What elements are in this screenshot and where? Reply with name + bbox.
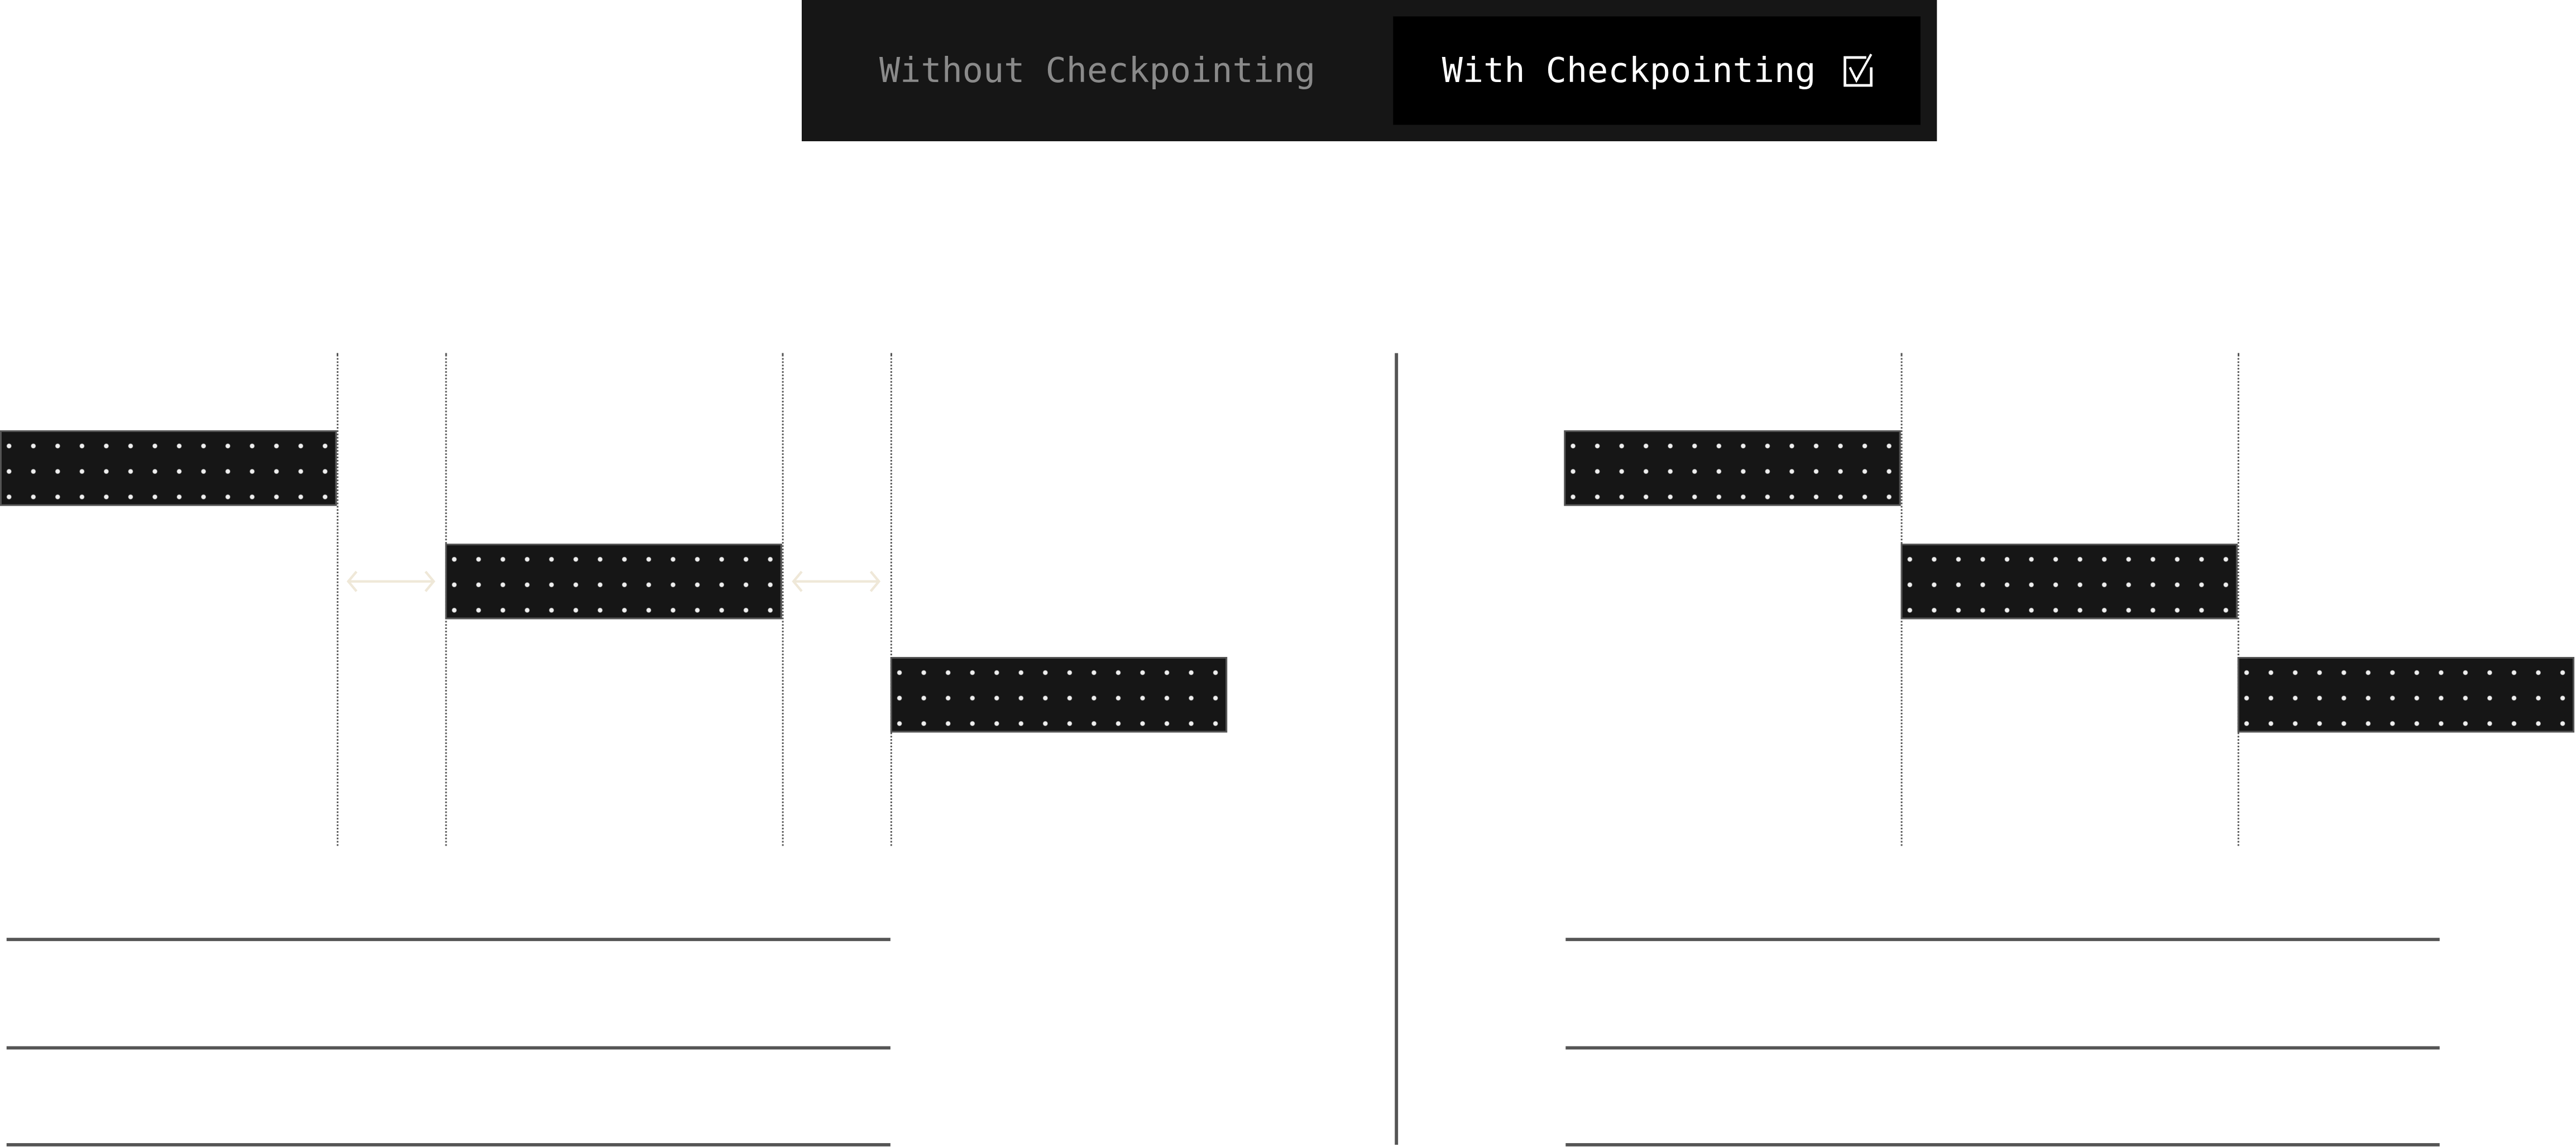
without-checkpointing-tab[interactable]: Without Checkpointing [818,16,1376,124]
gap-arrow-icon [346,570,435,592]
task-block [1900,544,2238,620]
task-block [2237,657,2575,733]
task-block [890,657,1228,733]
task-block [1564,430,1901,506]
timeline-line [1565,938,2440,940]
checkbox-checked-icon [1842,54,1873,87]
gap-arrow-icon [792,570,881,592]
timeline-line [1565,1143,2440,1146]
checkpointing-toggle: Without Checkpointing With Checkpointing [801,0,1937,142]
task-block [0,430,337,506]
task-block [445,544,782,620]
without-checkpointing-label: Without Checkpointing [879,51,1316,90]
panel-divider [1395,353,1397,1145]
timeline-line [6,1046,890,1049]
time-boundary-line [890,353,892,846]
with-checkpointing-tab[interactable]: With Checkpointing [1393,16,1921,125]
timeline-line [6,1143,890,1146]
time-boundary-line [782,353,784,846]
time-boundary-line [337,353,339,846]
timeline-line [6,938,890,940]
with-checkpointing-label: With Checkpointing [1442,51,1816,90]
time-boundary-line [2237,353,2239,846]
timeline-line [1565,1046,2440,1049]
